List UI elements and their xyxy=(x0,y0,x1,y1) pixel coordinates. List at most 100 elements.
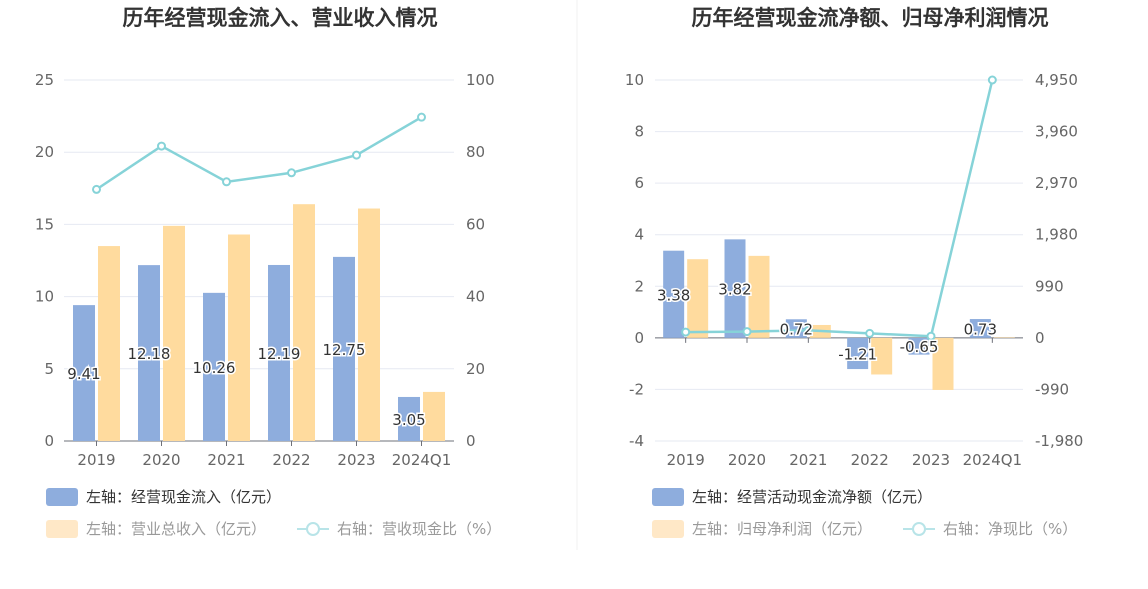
line-point xyxy=(926,331,936,341)
y-tick-right: 2,970 xyxy=(1035,174,1078,192)
y-tick-left: 8 xyxy=(634,123,644,141)
x-tick-label: 2019 xyxy=(77,451,115,469)
x-tick-label: 2019 xyxy=(667,451,705,469)
bar-左轴：经营活动现金流净额（亿元） xyxy=(724,239,746,338)
y-tick-left: 10 xyxy=(35,288,54,306)
legend-marker-icon xyxy=(306,522,320,536)
bar-左轴：归母净利润（亿元） xyxy=(993,337,1015,338)
data-label: 12.75 xyxy=(323,341,366,359)
y-tick-right: 100 xyxy=(466,71,495,89)
data-label: 0.73 xyxy=(964,320,997,338)
bar-左轴：营业总收入（亿元） xyxy=(163,225,185,441)
y-tick-right: 60 xyxy=(466,215,485,233)
bar-左轴：经营活动现金流净额（亿元） xyxy=(785,319,807,338)
bar-左轴：归母净利润（亿元） xyxy=(932,337,954,390)
y-tick-left: 0 xyxy=(634,329,644,347)
x-tick-label: 2022 xyxy=(272,451,310,469)
y-tick-left: 25 xyxy=(35,71,54,89)
data-label: 9.41 xyxy=(67,365,100,383)
bar-左轴：经营现金流入（亿元） xyxy=(268,264,290,441)
data-label: 0.72 xyxy=(780,321,813,339)
bar-左轴：经营活动现金流净额（亿元） xyxy=(663,250,685,338)
legend-swatch-bar1 xyxy=(46,488,78,506)
y-tick-right: 0 xyxy=(1035,329,1045,347)
legend-swatch-bar2 xyxy=(46,520,78,538)
y-tick-right: -1,980 xyxy=(1035,432,1083,450)
bar-左轴：经营现金流入（亿元） xyxy=(398,396,420,441)
data-label: 3.38 xyxy=(657,286,690,304)
line-point xyxy=(987,75,997,85)
legend-label-bar1: 左轴：经营现金流入（亿元） xyxy=(86,488,281,506)
x-tick-label: 2020 xyxy=(142,451,180,469)
y-tick-right: 0 xyxy=(466,432,476,450)
line-point xyxy=(222,177,231,187)
y-tick-right: 80 xyxy=(466,143,485,161)
line-point xyxy=(681,327,691,337)
data-label: 12.18 xyxy=(128,345,171,363)
data-label: 10.26 xyxy=(193,359,236,377)
line-point xyxy=(157,141,166,151)
x-tick-label: 2021 xyxy=(207,451,245,469)
y-tick-left: 15 xyxy=(35,215,54,233)
bar-左轴：经营现金流入（亿元） xyxy=(138,265,160,441)
data-label: -1.21 xyxy=(838,345,877,363)
bar-左轴：营业总收入（亿元） xyxy=(98,246,120,441)
bar-左轴：归母净利润（亿元） xyxy=(687,259,709,338)
line-右轴：营收现金比（%） xyxy=(95,116,423,191)
y-tick-left: -4 xyxy=(629,432,644,450)
y-tick-left: -2 xyxy=(629,380,644,398)
bar-左轴：营业总收入（亿元） xyxy=(293,204,315,441)
y-tick-right: 40 xyxy=(466,288,485,306)
line-point xyxy=(287,168,296,178)
bar-左轴：归母净利润（亿元） xyxy=(871,337,893,375)
x-tick-label: 2024Q1 xyxy=(963,451,1023,469)
bar-左轴：归母净利润（亿元） xyxy=(748,255,770,338)
y-tick-right: 4,950 xyxy=(1035,71,1078,89)
y-tick-left: 5 xyxy=(44,360,54,378)
x-tick-label: 2020 xyxy=(728,451,766,469)
bar-左轴：营业总收入（亿元） xyxy=(358,208,380,441)
bar-左轴：经营活动现金流净额（亿元） xyxy=(908,337,930,355)
legend-label-bar1: 左轴：经营活动现金流净额（亿元） xyxy=(692,488,932,506)
line-point xyxy=(417,112,426,122)
legend-swatch-bar2 xyxy=(652,520,684,538)
line-point xyxy=(352,150,361,160)
data-label: 3.05 xyxy=(392,411,425,429)
x-tick-label: 2023 xyxy=(912,451,950,469)
chart-left: 0 5 10 15 20 25 0 20 40 60 80 100 2019 2020 2021 2022 20… xyxy=(35,71,495,469)
y-tick-right: 990 xyxy=(1035,277,1064,295)
legend-swatch-bar1 xyxy=(652,488,684,506)
y-tick-left: 20 xyxy=(35,143,54,161)
line-point xyxy=(803,325,813,335)
legend-left[interactable]: 左轴：经营现金流入（亿元） 左轴：营业总收入（亿元） 右轴：营收现金比（%） xyxy=(46,488,501,538)
data-label: -0.65 xyxy=(900,338,939,356)
chart-right: -4 -2 0 2 4 6 8 10 -1,980 -990 0 990 1,980 2,970 3,960… xyxy=(625,71,1083,469)
bar-左轴：经营现金流入（亿元） xyxy=(203,292,225,441)
y-tick-right: 20 xyxy=(466,360,485,378)
bar-左轴：经营现金流入（亿元） xyxy=(333,256,355,441)
line-point xyxy=(92,184,101,194)
bar-左轴：营业总收入（亿元） xyxy=(228,234,250,441)
line-point xyxy=(742,327,752,337)
legend-label-bar2: 左轴：营业总收入（亿元） xyxy=(86,520,266,538)
legend-label-line: 右轴：营收现金比（%） xyxy=(337,520,501,538)
y-tick-left: 2 xyxy=(634,277,644,295)
bar-左轴：经营活动现金流净额（亿元） xyxy=(969,319,991,338)
y-tick-left: 4 xyxy=(634,226,644,244)
x-tick-label: 2024Q1 xyxy=(392,451,452,469)
line-point xyxy=(865,328,875,338)
data-label: 12.19 xyxy=(258,345,301,363)
legend-marker-icon xyxy=(912,522,926,536)
bar-左轴：经营活动现金流净额（亿元） xyxy=(847,337,869,370)
legend-right[interactable]: 左轴：经营活动现金流净额（亿元） 左轴：归母净利润（亿元） 右轴：净现比（%） xyxy=(652,488,1077,538)
x-tick-label: 2023 xyxy=(337,451,375,469)
x-tick-label: 2022 xyxy=(851,451,889,469)
y-tick-left: 10 xyxy=(625,71,644,89)
x-tick-label: 2021 xyxy=(789,451,827,469)
bar-左轴：经营现金流入（亿元） xyxy=(73,305,95,441)
y-tick-right: 1,980 xyxy=(1035,226,1078,244)
legend-label-bar2: 左轴：归母净利润（亿元） xyxy=(692,520,872,538)
y-tick-right: -990 xyxy=(1035,380,1069,398)
y-tick-left: 0 xyxy=(44,432,54,450)
